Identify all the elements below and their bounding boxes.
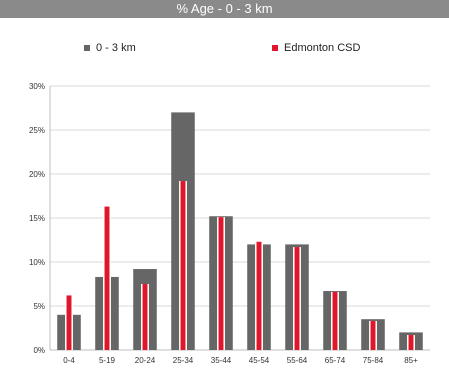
bar-edmonton-csd	[66, 295, 72, 350]
x-tick-label: 85+	[404, 356, 418, 365]
bar-edmonton-csd	[408, 335, 414, 350]
bar-edmonton-csd	[104, 206, 110, 350]
x-tick-label: 35-44	[211, 356, 232, 365]
bar-edmonton-csd	[332, 291, 338, 350]
y-tick-label: 25%	[29, 126, 45, 135]
bar-edmonton-csd	[180, 181, 186, 350]
legend-item-edmonton-csd: Edmonton CSD	[272, 42, 360, 54]
y-tick-label: 10%	[29, 258, 45, 267]
x-tick-label: 45-54	[249, 356, 270, 365]
legend: 0 - 3 km Edmonton CSD	[0, 42, 449, 58]
x-tick-label: 25-34	[173, 356, 194, 365]
legend-swatch-0-3km	[84, 45, 90, 51]
bar-edmonton-csd	[370, 320, 376, 350]
y-tick-label: 20%	[29, 170, 45, 179]
x-tick-label: 75-84	[363, 356, 384, 365]
legend-swatch-edmonton-csd	[272, 45, 278, 51]
x-tick-label: 55-64	[287, 356, 308, 365]
legend-label-edmonton-csd: Edmonton CSD	[284, 42, 361, 54]
bar-edmonton-csd	[256, 241, 262, 350]
y-tick-label: 5%	[33, 302, 45, 311]
x-tick-label: 0-4	[63, 356, 75, 365]
x-tick-label: 65-74	[325, 356, 346, 365]
legend-label-0-3km: 0 - 3 km	[96, 42, 136, 54]
y-tick-label: 15%	[29, 214, 45, 223]
x-tick-label: 5-19	[99, 356, 116, 365]
x-tick-label: 20-24	[135, 356, 156, 365]
legend-item-0-3km: 0 - 3 km	[84, 42, 136, 54]
bar-edmonton-csd	[142, 284, 148, 350]
bar-edmonton-csd	[218, 217, 224, 350]
bar-edmonton-csd	[294, 247, 300, 350]
chart-title: % Age - 0 - 3 km	[0, 0, 449, 18]
y-tick-label: 0%	[33, 346, 45, 355]
y-tick-label: 30%	[29, 82, 45, 91]
